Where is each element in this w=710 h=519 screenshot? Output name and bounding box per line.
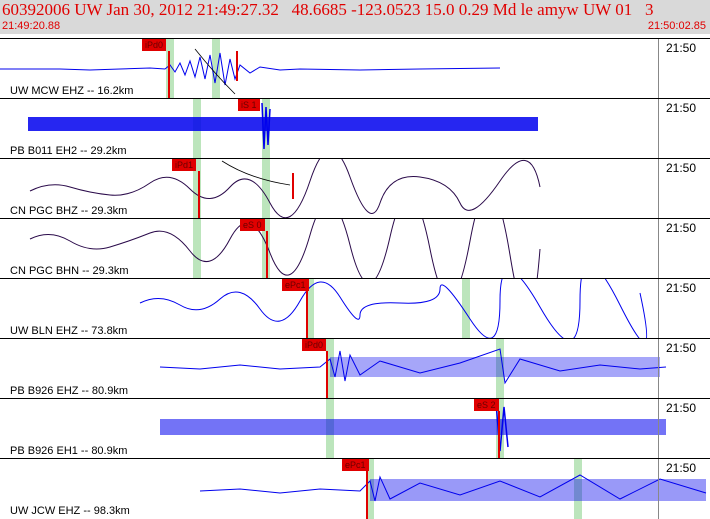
waveform — [28, 102, 538, 150]
pick-marker — [498, 411, 500, 459]
time-divider — [658, 159, 659, 219]
pick-band — [193, 159, 201, 219]
trace-label: UW JCW EHZ -- 98.3km — [9, 505, 131, 517]
pick-label[interactable]: iPd1 — [172, 159, 197, 171]
pick-band — [462, 279, 470, 339]
trace-panel-uw-jcw-ehz[interactable]: ePc1 21:50 UW JCW EHZ -- 98.3km — [0, 458, 710, 519]
pick-band — [496, 339, 504, 399]
pick-label[interactable]: iPd0 — [302, 339, 327, 351]
pick-marker — [198, 171, 200, 219]
time-divider — [658, 219, 659, 279]
trace-label: PB B926 EHZ -- 80.9km — [9, 385, 129, 397]
trace-label: CN PGC BHZ -- 29.3km — [9, 205, 129, 217]
time-divider — [658, 39, 659, 99]
trace-label: CN PGC BHN -- 29.3km — [9, 265, 130, 277]
pick-label[interactable]: ePc1 — [282, 279, 309, 291]
pick-marker — [366, 471, 368, 519]
pick-label[interactable]: ePc1 — [342, 459, 369, 471]
pick-band — [366, 459, 374, 519]
trace-time: 21:50 — [666, 281, 697, 295]
waveform — [199, 474, 707, 502]
trace-time: 21:50 — [666, 401, 697, 415]
pick-band — [306, 279, 314, 339]
time-end: 21:50:02.85 — [647, 20, 706, 32]
trace-time: 21:50 — [666, 341, 697, 355]
time-divider — [658, 279, 659, 339]
trace-panel-uw-bln-ehz[interactable]: ePc1 21:50 UW BLN EHZ -- 73.8km — [0, 278, 710, 339]
pick-band — [326, 339, 334, 399]
waveform — [139, 279, 648, 339]
header-bar: 60392006 UW Jan 30, 2012 21:49:27.32 48.… — [0, 0, 710, 34]
pick-label[interactable]: iS 1 — [238, 99, 260, 111]
pick-band — [574, 459, 582, 519]
trace-time: 21:50 — [666, 221, 697, 235]
trace-panel-cn-pgc-bhn[interactable]: eS 0 21:50 CN PGC BHN -- 29.3km — [0, 218, 710, 279]
waveform — [29, 159, 541, 219]
pick-band — [166, 39, 174, 99]
trace-time: 21:50 — [666, 101, 697, 115]
trace-time: 21:50 — [666, 41, 697, 55]
time-divider — [658, 99, 659, 159]
pick-marker — [326, 351, 328, 399]
pick-band — [193, 219, 201, 279]
waveform — [0, 48, 501, 95]
trace-label: PB B011 EH2 -- 29.2km — [9, 145, 128, 157]
pick-marker — [168, 51, 170, 99]
time-divider — [658, 399, 659, 459]
event-title: 60392006 UW Jan 30, 2012 21:49:27.32 48.… — [2, 0, 654, 19]
waveform — [159, 348, 667, 385]
trace-panel-uw-mcw-ehz[interactable]: iPd0 21:50 UW MCW EHZ -- 16.2km — [0, 38, 710, 99]
pick-marker — [292, 173, 294, 199]
trace-time: 21:50 — [666, 161, 697, 175]
time-divider — [658, 339, 659, 399]
pick-band — [212, 39, 220, 99]
trace-panel-pb-b926-eh1[interactable]: eS 2 21:50 PB B926 EH1 -- 80.9km — [0, 398, 710, 459]
trace-panel-pb-b011-eh2[interactable]: iS 1 21:50 PB B011 EH2 -- 29.2km — [0, 98, 710, 159]
pick-label[interactable]: iPd0 — [142, 39, 167, 51]
trace-label: UW BLN EHZ -- 73.8km — [9, 325, 129, 337]
trace-label: UW MCW EHZ -- 16.2km — [9, 85, 135, 97]
pick-marker — [306, 291, 308, 339]
pick-label[interactable]: eS 0 — [240, 219, 265, 231]
trace-panel-pb-b926-ehz[interactable]: iPd0 21:50 PB B926 EHZ -- 80.9km — [0, 338, 710, 399]
pick-marker — [236, 51, 238, 81]
trace-label: PB B926 EH1 -- 80.9km — [9, 445, 129, 457]
pick-marker — [266, 231, 268, 279]
trace-panel-cn-pgc-bhz[interactable]: iPd1 21:50 CN PGC BHZ -- 29.3km — [0, 158, 710, 219]
time-start: 21:49:20.88 — [2, 20, 61, 32]
time-divider — [658, 459, 659, 519]
waveform — [29, 219, 541, 279]
pick-band — [262, 159, 270, 219]
pick-label[interactable]: eS 2 — [474, 399, 499, 411]
trace-time: 21:50 — [666, 461, 697, 475]
